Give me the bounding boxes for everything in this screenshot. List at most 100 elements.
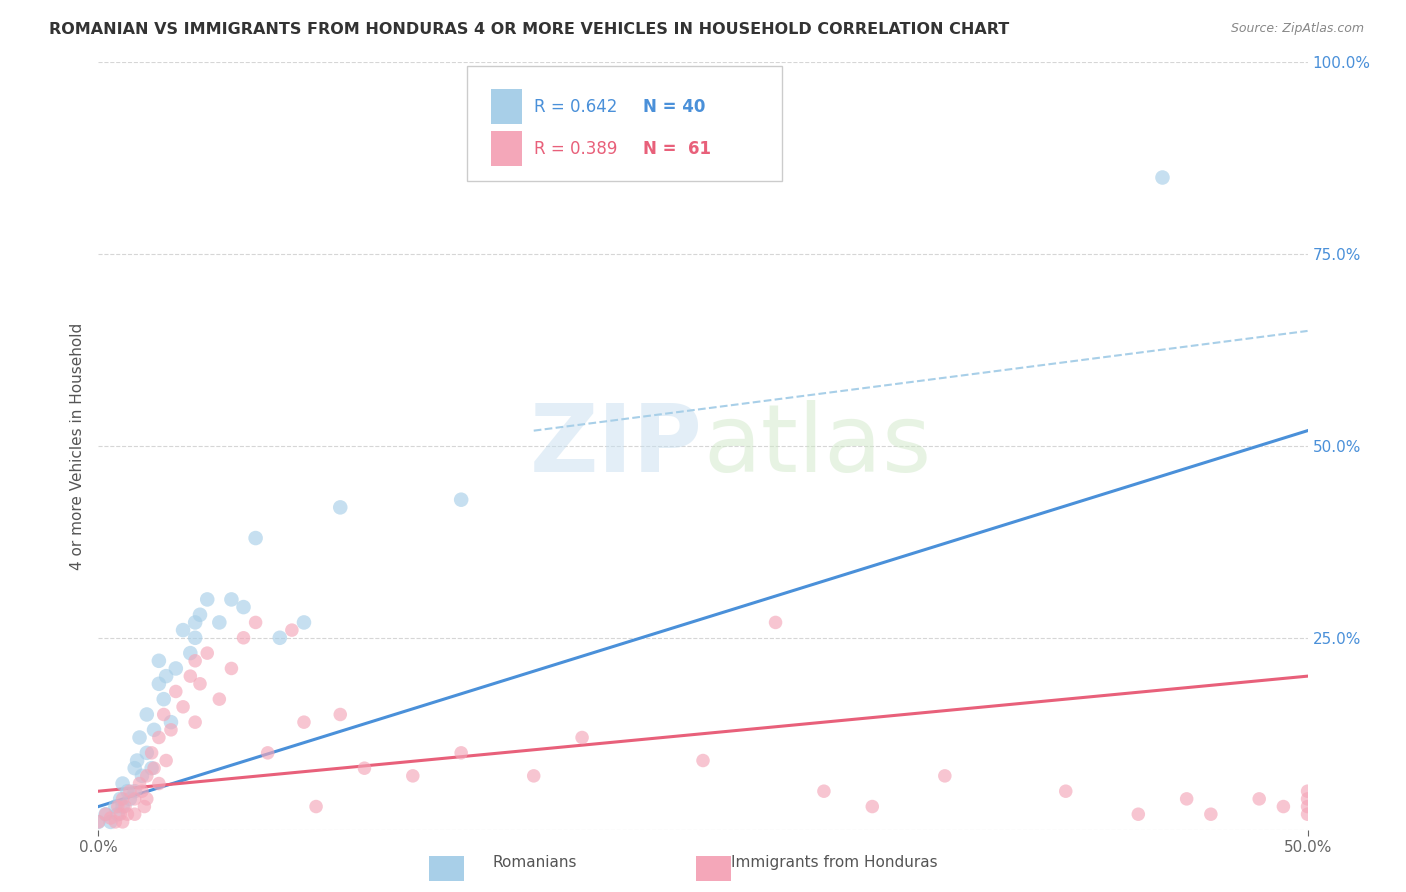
Point (131, 769, 153, 783)
Point (1296, 807, 1319, 822)
Point (571, 731, 593, 745)
Point (118, 792, 141, 806)
Point (111, 792, 134, 806)
Point (232, 600, 254, 615)
Point (208, 615, 231, 630)
Point (87, 814, 110, 829)
Text: N =  61: N = 61 (643, 140, 710, 158)
Point (450, 492, 472, 507)
Point (117, 807, 139, 822)
Point (1249, 792, 1271, 806)
Y-axis label: 4 or more Vehicles in Household: 4 or more Vehicles in Household (69, 322, 84, 570)
Point (195, 592, 218, 607)
Point (292, 615, 315, 630)
Point (160, 723, 183, 737)
Point (188, 607, 211, 622)
Point (692, 754, 714, 768)
Text: Romanians: Romanians (492, 855, 576, 870)
Bar (492, 89, 522, 124)
Point (104, 799, 127, 814)
Point (245, 531, 267, 545)
Point (184, 631, 207, 645)
Point (127, 754, 149, 768)
Text: N = 40: N = 40 (643, 98, 704, 116)
Point (111, 799, 134, 814)
Point (135, 769, 157, 783)
Point (100, 814, 122, 829)
Point (118, 784, 141, 798)
Point (232, 631, 254, 645)
Point (124, 792, 146, 806)
Point (87, 814, 110, 829)
Point (172, 623, 194, 637)
Point (208, 692, 231, 706)
Point (111, 814, 134, 829)
Point (148, 654, 170, 668)
Point (134, 799, 156, 814)
Point (141, 746, 163, 760)
Point (94, 807, 117, 822)
Point (292, 715, 315, 730)
Text: R = 0.642: R = 0.642 (534, 98, 617, 116)
Point (221, 661, 243, 675)
Point (124, 784, 146, 798)
Point (155, 669, 177, 683)
Point (179, 669, 201, 683)
Point (1152, 170, 1174, 185)
Point (179, 646, 201, 660)
Point (1054, 784, 1077, 798)
Point (245, 615, 267, 630)
Text: Source: ZipAtlas.com: Source: ZipAtlas.com (1230, 22, 1364, 36)
Text: ZIP: ZIP (530, 400, 703, 492)
Point (114, 799, 136, 814)
Point (402, 769, 425, 783)
Point (111, 776, 134, 790)
Point (184, 654, 207, 668)
FancyBboxPatch shape (467, 66, 782, 181)
Point (329, 707, 352, 722)
Point (813, 784, 835, 798)
Point (143, 761, 166, 775)
Point (184, 615, 207, 630)
Point (523, 769, 546, 783)
Point (148, 731, 170, 745)
Point (155, 754, 177, 768)
Point (143, 723, 166, 737)
Point (135, 792, 157, 806)
Point (135, 707, 157, 722)
Point (1296, 799, 1319, 814)
Point (1199, 807, 1222, 822)
Point (1296, 784, 1319, 798)
Text: ROMANIAN VS IMMIGRANTS FROM HONDURAS 4 OR MORE VEHICLES IN HOUSEHOLD CORRELATION: ROMANIAN VS IMMIGRANTS FROM HONDURAS 4 O… (49, 22, 1010, 37)
Point (160, 715, 183, 730)
Point (108, 807, 131, 822)
Point (148, 677, 170, 691)
Point (305, 799, 328, 814)
Point (195, 646, 218, 660)
Point (221, 592, 243, 607)
Text: R = 0.389: R = 0.389 (534, 140, 617, 158)
Point (172, 699, 194, 714)
Point (141, 761, 163, 775)
Point (329, 500, 352, 515)
Point (269, 631, 291, 645)
Point (353, 761, 375, 775)
Point (94, 807, 117, 822)
Point (107, 807, 129, 822)
Point (165, 684, 187, 698)
Point (1272, 799, 1295, 814)
Point (152, 692, 174, 706)
Point (108, 792, 131, 806)
Text: atlas: atlas (703, 400, 931, 492)
Bar (492, 131, 522, 166)
Point (188, 677, 211, 691)
Point (256, 746, 278, 760)
Point (135, 746, 157, 760)
Point (107, 799, 129, 814)
Point (131, 784, 153, 798)
Point (184, 715, 207, 730)
Point (765, 615, 787, 630)
Point (148, 776, 170, 790)
Point (100, 811, 122, 825)
Point (1175, 792, 1198, 806)
